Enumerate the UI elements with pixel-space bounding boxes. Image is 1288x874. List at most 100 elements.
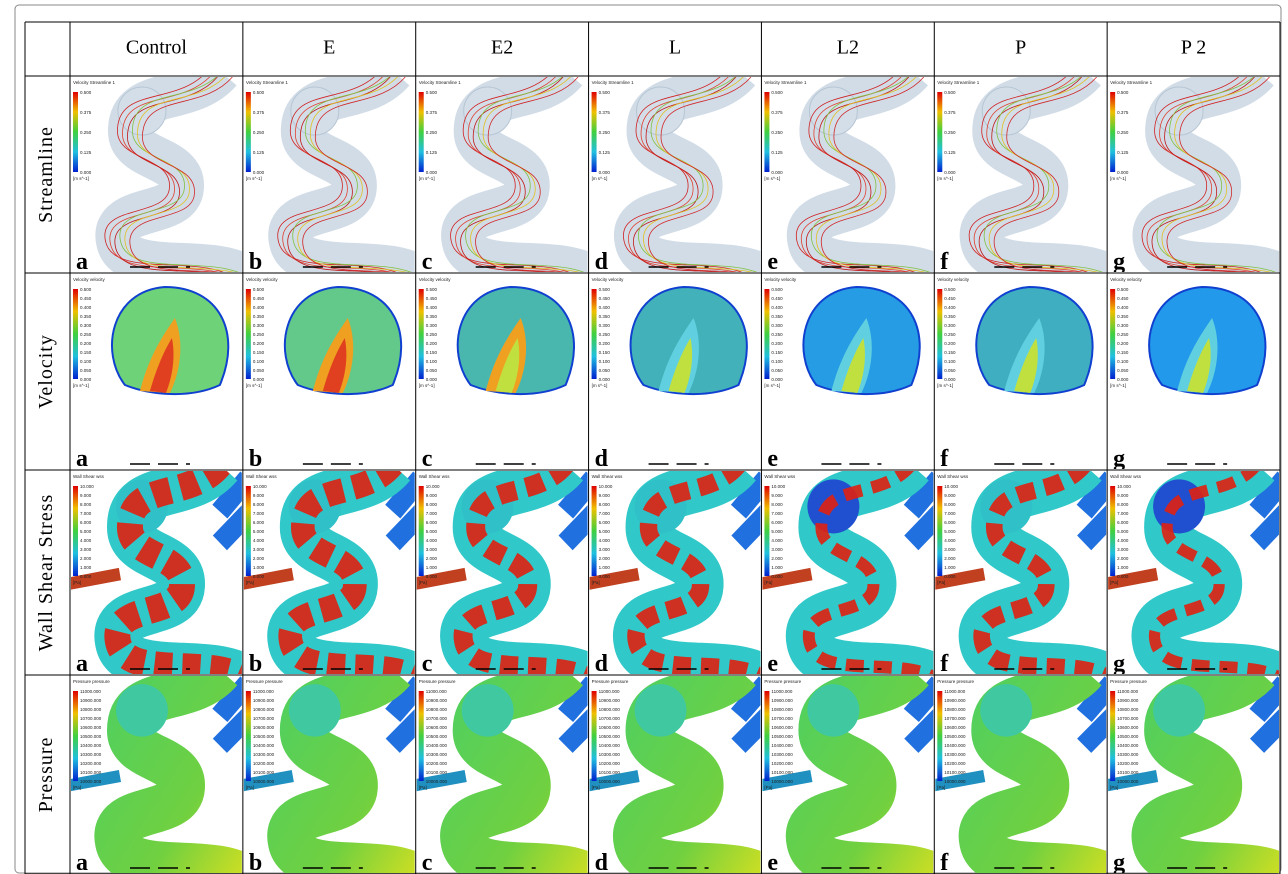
legend-tick: 0.250 <box>1117 332 1129 337</box>
image-content <box>756 465 941 684</box>
legend-unit: [Pa] <box>1110 785 1118 790</box>
legend-tick: 10800.000 <box>944 707 966 712</box>
legend-tick: 0.050 <box>599 368 611 373</box>
legend-unit: [m s^-1] <box>764 383 780 388</box>
legend-tick: 0.300 <box>599 323 611 328</box>
legend-tick: 0.000 <box>771 377 783 382</box>
panel-letter: a <box>76 249 88 275</box>
legend-tick: 10400.000 <box>599 743 621 748</box>
panel-image: Wall Shear wss10.0009.0008.0007.0006.000… <box>1102 465 1287 684</box>
aneurysm <box>291 87 339 135</box>
legend-tick: 0.300 <box>80 323 92 328</box>
legend-title: Pressure pressure <box>246 679 283 684</box>
legend-unit: [Pa] <box>246 785 254 790</box>
legend-tick: 0.375 <box>253 110 265 115</box>
legend-tick: 2.000 <box>426 556 438 561</box>
aneurysm <box>116 684 168 737</box>
legend-tick: 10200.000 <box>944 761 966 766</box>
panel-letter: g <box>1113 651 1125 677</box>
legend-tick: 8.000 <box>771 502 783 507</box>
legend-tick: 10200.000 <box>80 761 102 766</box>
legend-unit: [m s^-1] <box>73 383 89 388</box>
legend-tick: 0.100 <box>599 359 611 364</box>
legend-tick: 0.000 <box>253 170 265 175</box>
legend-tick: 0.300 <box>771 323 783 328</box>
legend-tick: 0.200 <box>426 341 438 346</box>
color-bar <box>592 691 597 781</box>
legend-tick: 10000.000 <box>253 779 275 784</box>
legend-tick: 10100.000 <box>253 770 275 775</box>
legend-tick: 10700.000 <box>426 716 448 721</box>
panel-image: Velocity Streamline 10.5000.3750.2500.12… <box>1110 71 1288 287</box>
legend-title: Velocity velocity <box>1110 277 1143 282</box>
legend-tick: 0.150 <box>599 350 611 355</box>
color-bar <box>1110 92 1115 172</box>
legend-tick: 0.150 <box>426 350 438 355</box>
legend-tick: 10300.000 <box>771 752 793 757</box>
legend-tick: 6.000 <box>944 520 956 525</box>
legend-unit: [Pa] <box>419 785 427 790</box>
panel-letter: c <box>422 446 433 472</box>
legend-tick: 0.125 <box>1117 150 1129 155</box>
legend-title: Pressure pressure <box>73 679 110 684</box>
legend-unit: [Pa] <box>592 785 600 790</box>
legend-tick: 10.000 <box>944 484 958 489</box>
row-label: Velocity <box>35 334 57 409</box>
legend-tick: 10300.000 <box>80 752 102 757</box>
column-header: P 2 <box>1181 37 1206 59</box>
legend-unit: [m s^-1] <box>1110 176 1126 181</box>
legend-tick: 0.250 <box>771 332 783 337</box>
legend-tick: 10100.000 <box>599 770 621 775</box>
legend-unit: [m s^-1] <box>937 383 953 388</box>
image-content <box>969 71 1127 287</box>
legend-tick: 3.000 <box>771 547 783 552</box>
legend-tick: 0.400 <box>1117 305 1129 310</box>
legend-title: Wall Shear wss <box>764 474 796 479</box>
aneurysm <box>289 684 341 737</box>
legend-tick: 10800.000 <box>426 707 448 712</box>
legend-tick: 10000.000 <box>80 779 102 784</box>
legend-tick: 6.000 <box>771 520 783 525</box>
legend-tick: 11000.000 <box>253 689 274 694</box>
legend-tick: 3.000 <box>1117 547 1129 552</box>
legend-title: Velocity Streamline 1 <box>937 80 980 85</box>
legend-unit: [m s^-1] <box>419 176 435 181</box>
legend-unit: [m s^-1] <box>592 176 608 181</box>
legend-tick: 10800.000 <box>253 707 275 712</box>
panel-letter: e <box>767 850 778 874</box>
legend-tick: 5.000 <box>599 529 611 534</box>
legend-tick: 6.000 <box>80 520 92 525</box>
legend-tick: 10600.000 <box>944 725 966 730</box>
legend-tick: 0.150 <box>771 350 783 355</box>
legend-tick: 3.000 <box>80 547 92 552</box>
legend-tick: 10500.000 <box>944 734 966 739</box>
image-content <box>238 465 423 684</box>
legend-tick: 11000.000 <box>599 689 620 694</box>
panel-image: Velocity Streamline 10.5000.3750.2500.12… <box>73 71 262 287</box>
legend-tick: 10100.000 <box>80 770 102 775</box>
legend-tick: 0.000 <box>944 574 956 579</box>
legend-tick: 2.000 <box>80 556 92 561</box>
legend-tick: 0.125 <box>771 150 783 155</box>
legend-tick: 10200.000 <box>1117 761 1139 766</box>
column-header: L <box>669 37 681 59</box>
panel-image: Velocity velocity0.5000.4500.4000.3500.3… <box>937 277 1092 472</box>
legend-tick: 10000.000 <box>771 779 793 784</box>
legend-tick: 10900.000 <box>771 698 793 703</box>
image-content <box>451 71 609 287</box>
legend-tick: 0.000 <box>253 377 265 382</box>
image-content <box>929 465 1114 684</box>
color-bar <box>1110 486 1115 576</box>
legend-tick: 10700.000 <box>80 716 102 721</box>
legend-tick: 5.000 <box>1117 529 1129 534</box>
legend-title: Wall Shear wss <box>937 474 969 479</box>
legend-tick: 4.000 <box>599 538 611 543</box>
aneurysm <box>982 87 1030 135</box>
legend-tick: 10000.000 <box>426 779 448 784</box>
legend-tick: 10700.000 <box>944 716 966 721</box>
image-content <box>458 287 574 394</box>
legend-tick: 0.150 <box>253 350 265 355</box>
legend-title: Velocity Streamline 1 <box>592 80 635 85</box>
row-label: Pressure <box>35 737 57 813</box>
color-bar <box>1110 289 1115 379</box>
